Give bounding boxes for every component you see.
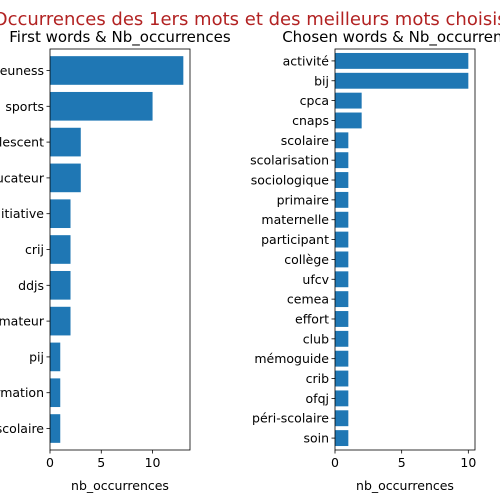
- x-axis-label: nb_occurrences: [71, 478, 169, 493]
- bar: [335, 72, 469, 89]
- y-tick-label: ddjs: [18, 278, 44, 293]
- bar: [335, 152, 349, 169]
- y-tick-label: jeuness: [0, 63, 44, 78]
- bar: [50, 342, 61, 372]
- bar: [335, 92, 362, 109]
- y-tick-label: maternelle: [261, 212, 329, 227]
- bar: [335, 311, 349, 327]
- bar: [335, 231, 349, 248]
- bar: [335, 52, 469, 69]
- bar: [335, 191, 349, 208]
- y-tick-label: activité: [283, 53, 330, 68]
- axes-title: First words & Nb_occurrences: [9, 28, 231, 47]
- bar: [50, 199, 71, 229]
- bar: [335, 410, 349, 427]
- axes-title: Chosen words & Nb_occurrences: [282, 28, 500, 47]
- bar: [50, 414, 61, 443]
- y-tick-label: scolaire: [281, 133, 330, 148]
- y-tick-label: crij: [25, 242, 44, 257]
- x-tick-label: 0: [46, 455, 54, 470]
- axes-frame: [334, 48, 476, 451]
- bar: [335, 430, 349, 447]
- bar: [335, 291, 349, 308]
- bar: [50, 306, 71, 336]
- bar: [50, 127, 81, 157]
- y-tick-label: collège: [284, 252, 329, 267]
- bar: [50, 270, 71, 300]
- bar: [335, 330, 349, 347]
- y-tick-label: club: [303, 331, 329, 346]
- y-tick-label: information: [0, 385, 44, 400]
- y-tick-label: ufcv: [302, 272, 329, 287]
- y-tick-label: cnaps: [292, 113, 329, 128]
- bar: [335, 271, 349, 288]
- y-tick-label: péri-scolaire: [252, 411, 329, 426]
- figure-suptitle: Occurrences des 1ers mots et des meilleu…: [0, 9, 500, 30]
- y-tick-label: soin: [303, 431, 329, 446]
- y-tick-label: scolarisation: [250, 153, 329, 168]
- bar: [335, 132, 349, 149]
- bar: [335, 172, 349, 188]
- y-tick-label: cpca: [300, 93, 329, 108]
- x-tick-label: 10: [145, 455, 161, 470]
- bar: [335, 112, 362, 129]
- bar: [335, 211, 349, 228]
- y-tick-label: initiative: [0, 206, 44, 221]
- bar: [50, 378, 61, 408]
- axes-frame: [49, 48, 191, 451]
- bar: [335, 350, 349, 367]
- bar: [335, 251, 349, 268]
- x-axis-label: nb_occurrences: [356, 478, 454, 493]
- y-tick-label: animateur: [0, 314, 45, 329]
- x-tick-label: 5: [398, 455, 406, 470]
- bar: [50, 91, 153, 121]
- bar: [335, 390, 349, 407]
- y-tick-label: primaire: [277, 192, 330, 207]
- y-tick-label: sociologique: [251, 173, 330, 188]
- y-tick-label: participant: [261, 232, 329, 247]
- x-tick-label: 0: [331, 455, 339, 470]
- x-tick-label: 10: [460, 455, 476, 470]
- y-tick-label: mémoguide: [254, 351, 329, 366]
- y-tick-label: sports: [5, 99, 44, 114]
- bar: [50, 235, 71, 264]
- y-tick-label: adolescent: [0, 135, 44, 150]
- y-tick-label: effort: [295, 311, 329, 326]
- y-tick-label: éducateur: [0, 170, 45, 185]
- y-tick-label: pij: [29, 349, 44, 364]
- bar: [335, 370, 349, 387]
- chart-panel-chosen-words: Chosen words & Nb_occurrences activité bij…: [250, 28, 500, 493]
- y-tick-label: périscolaire: [0, 421, 44, 436]
- y-tick-label: bij: [314, 73, 329, 88]
- x-tick-label: 5: [97, 455, 105, 470]
- y-tick-label: ofqj: [306, 391, 329, 406]
- y-tick-label: cemea: [287, 292, 329, 307]
- y-tick-label: crib: [306, 371, 329, 386]
- bar: [50, 56, 184, 85]
- bar: [50, 163, 81, 193]
